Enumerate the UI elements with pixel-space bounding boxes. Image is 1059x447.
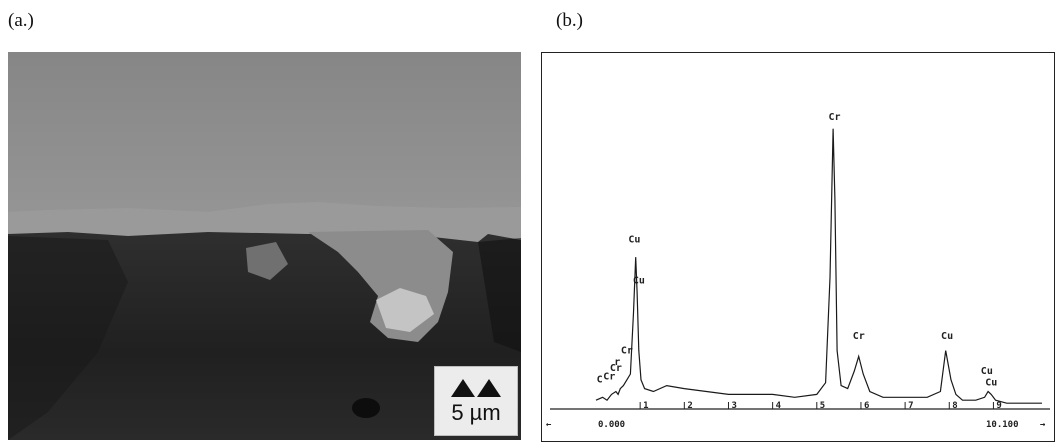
peak-label: Cr [621,345,633,356]
x-tick-label: 4 [776,401,782,411]
bright-spot [376,288,434,332]
peak-label: C [597,375,603,386]
panel-b-label: (b.) [556,10,583,31]
micrograph-texture [8,202,521,440]
scale-bar-text: 5 µm [451,400,501,425]
peak-label: r [614,357,620,368]
x-tick-label: 3 [731,401,736,411]
x-start-label: 0.000 [598,420,625,430]
scale-bar-arrows-icon [451,379,501,397]
dark-area-right [478,238,521,352]
pit [352,398,380,418]
peak-label: Cr [610,363,622,374]
peak-label: Cu [941,331,953,342]
peak-label: Cu [985,378,997,389]
scale-bar: 5 µm [434,366,518,436]
x-tick-label: 1 [643,401,648,411]
x-tick-label: 7 [908,401,913,411]
x-tick-label: 6 [864,401,869,411]
dark-area-left [8,236,128,440]
spectrum-line [595,128,1042,404]
x-end-label: 10.100 [986,420,1019,430]
bright-region [308,230,453,342]
peak-label: Cu [633,275,645,286]
coating-layer [8,202,521,242]
right-arrow: → [1040,420,1046,430]
panel-a-label: (a.) [8,10,34,31]
sem-micrograph: 5 µm [8,52,521,440]
x-tick-label: 2 [687,401,692,411]
left-arrow: ← [546,420,552,430]
grey-spot [246,242,288,280]
peak-label: Cu [628,234,640,245]
peak-label: Cr [603,372,615,383]
x-tick-label: 9 [996,401,1001,411]
peak-label: Cr [828,112,840,123]
x-tick-label: 5 [820,401,825,411]
peak-label: Cu [981,366,993,377]
peak-label: Cr [853,331,865,342]
x-tick-label: 8 [952,401,957,411]
